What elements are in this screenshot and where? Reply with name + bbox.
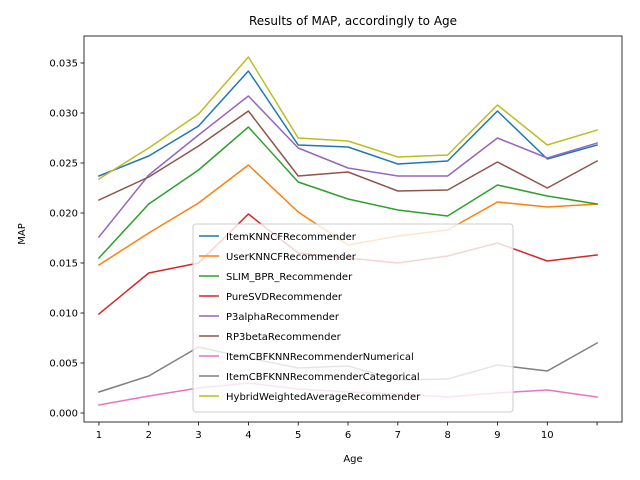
x-tick-label: 1 [96,430,102,441]
y-tick-label: 0.035 [49,59,78,70]
x-tick-label: 2 [146,430,152,441]
x-tick-label: 9 [494,430,500,441]
legend-label: SLIM_BPR_Recommender [226,272,353,283]
legend-box [192,223,514,413]
x-tick-label: 6 [345,430,351,441]
series-line-8 [97,56,599,181]
legend-label: RP3betaRecommender [226,332,342,343]
y-tick-label: 0.000 [49,409,78,420]
x-tick-label: 4 [245,430,251,441]
legend: ItemKNNCFRecommender UserKNNCFRecommender… [192,223,514,413]
y-tick-label: 0.015 [49,259,78,270]
legend-label: HybridWeightedAverageRecommender [226,392,421,403]
series-line-4 [97,95,599,239]
x-tick-label: 3 [195,430,201,441]
legend-label: ItemCBFKNNRecommenderCategorical [226,372,420,383]
y-tick-label: 0.010 [49,309,78,320]
x-tick-label: 5 [295,430,301,441]
series-line-2 [97,126,598,260]
legend-label: ItemCBFKNNRecommenderNumerical [226,352,414,363]
legend-label: ItemKNNCFRecommender [226,232,357,243]
y-tick-label: 0.020 [49,209,78,220]
x-tick-label: 7 [395,430,401,441]
axes: 1 2 3 4 5 6 7 8 9 10 0.000 0.005 0.010 0.015 0.020 0.02… [49,35,623,441]
legend-label: PureSVDRecommender [226,292,343,303]
series-line-0 [97,70,599,177]
y-tick-label: 0.025 [49,159,78,170]
legend-label: P3alphaRecommender [226,312,340,323]
x-axis-label: Age [343,454,362,465]
y-tick-label: 0.030 [49,109,78,120]
axes-frame [83,35,623,423]
legend-label: UserKNNCFRecommender [226,252,357,263]
y-tick-label: 0.005 [49,359,78,370]
series-line-5 [97,110,599,201]
x-tick-label: 10 [541,430,554,441]
chart-title: Results of MAP, accordingly to Age [249,14,457,28]
x-tick-label: 8 [444,430,450,441]
y-axis-label: MAP [17,223,28,245]
